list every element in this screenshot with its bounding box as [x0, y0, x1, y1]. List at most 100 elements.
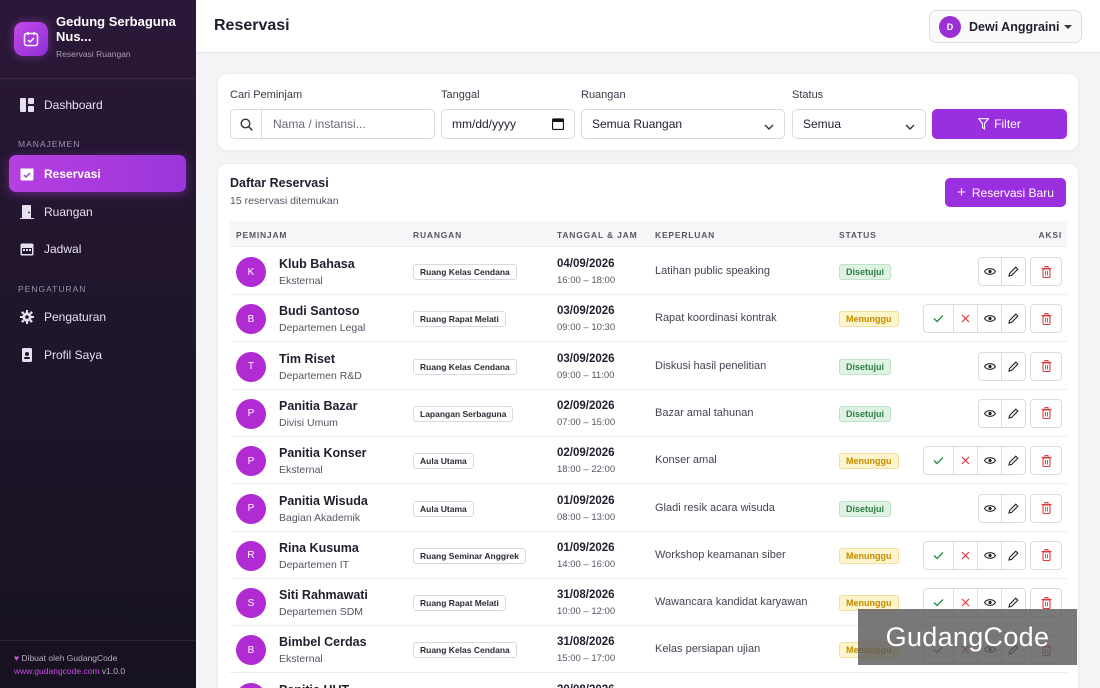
edit-pencil-icon[interactable]: [1002, 540, 1026, 570]
view-eye-icon[interactable]: [978, 304, 1002, 334]
delete-trash-icon[interactable]: [1030, 351, 1062, 381]
view-eye-icon[interactable]: [978, 398, 1002, 428]
avatar: P: [236, 682, 266, 688]
approve-icon[interactable]: [923, 540, 954, 570]
heart-icon: ♥: [14, 653, 20, 663]
sidebar-item-dashboard[interactable]: Dashboard: [9, 86, 186, 123]
table-row: T Tim Riset Departemen R&D Ruang Kelas Cend…: [230, 343, 1067, 390]
footer-link[interactable]: www.gudangcode.com: [14, 666, 100, 676]
reject-icon[interactable]: [954, 446, 978, 476]
reservation-date: 31/08/2026: [557, 589, 615, 602]
approve-icon[interactable]: [923, 446, 954, 476]
room-select[interactable]: Semua Ruangan: [581, 109, 785, 139]
approve-icon[interactable]: [923, 304, 954, 334]
date-input[interactable]: mm/dd/yyyy: [441, 109, 575, 139]
status-badge: Disetujui: [839, 500, 892, 517]
reservation-purpose: Kelas persiapan ujian: [655, 643, 761, 656]
reservation-date: 02/09/2026: [557, 399, 615, 412]
user-menu-button[interactable]: D Dewi Anggraini: [929, 10, 1082, 43]
footer-credit: Dibuat oleh GudangCode: [21, 653, 118, 663]
reservation-purpose: Workshop keamanan siber: [655, 548, 786, 561]
column-header-action: AKSI: [1038, 230, 1062, 240]
list-count: 15 reservasi ditemukan: [230, 195, 339, 207]
delete-trash-icon[interactable]: [1030, 257, 1062, 286]
table-row: B Budi Santoso Departemen Legal Ruang Rapat…: [230, 295, 1067, 343]
table-row: K Klub Bahasa Eksternal Ruang Kelas Cendana…: [230, 248, 1067, 295]
sidebar-item-label: Ruangan: [44, 204, 93, 219]
sidebar-item-profil[interactable]: Profil Saya: [9, 336, 186, 373]
edit-pencil-icon[interactable]: [1002, 257, 1026, 286]
table-row: P Panitia HUT 30/08/2026: [230, 674, 1067, 688]
avatar: R: [236, 540, 266, 571]
borrower-org: Departemen R&D: [279, 369, 362, 382]
sidebar-footer-divider: [0, 640, 196, 641]
borrower-org: Divisi Umum: [279, 416, 338, 429]
room-badge: Ruang Kelas Cendana: [413, 358, 517, 375]
view-eye-icon[interactable]: [978, 540, 1002, 570]
reservation-time: 14:00 – 16:00: [557, 558, 616, 570]
column-header-status: STATUS: [839, 230, 877, 240]
edit-pencil-icon[interactable]: [1002, 446, 1026, 476]
edit-pencil-icon[interactable]: [1002, 493, 1026, 523]
borrower-name: Siti Rahmawati: [279, 588, 368, 603]
edit-pencil-icon[interactable]: [1002, 351, 1026, 381]
status-badge: Disetujui: [839, 358, 892, 375]
filter-funnel-icon: [978, 118, 990, 130]
reject-icon[interactable]: [954, 304, 978, 334]
status-badge: Menunggu: [839, 453, 899, 470]
delete-trash-icon[interactable]: [1030, 493, 1062, 523]
date-label: Tanggal: [441, 89, 480, 101]
filter-button[interactable]: Filter: [932, 109, 1067, 139]
room-select-value: Semua Ruangan: [592, 117, 683, 131]
filter-card: Cari Peminjam Nama / instansi... Tanggal…: [217, 73, 1079, 151]
borrower-org: Departemen IT: [279, 558, 350, 571]
status-badge: Menunggu: [839, 547, 899, 564]
sidebar-item-reservasi[interactable]: Reservasi: [9, 155, 186, 192]
edit-pencil-icon[interactable]: [1002, 304, 1026, 334]
sidebar-item-pengaturan[interactable]: Pengaturan: [9, 298, 186, 335]
status-select[interactable]: Semua: [792, 109, 926, 139]
brand-subtitle: Reservasi Ruangan: [56, 49, 131, 59]
footer-version: v1.0.0: [101, 666, 126, 676]
avatar: P: [236, 446, 266, 477]
row-actions: [978, 493, 1062, 523]
avatar: T: [236, 351, 266, 382]
search-input[interactable]: Nama / instansi...: [230, 109, 435, 139]
borrower-org: Bagian Akademik: [279, 511, 361, 524]
delete-trash-icon[interactable]: [1030, 540, 1062, 570]
borrower-name: Budi Santoso: [279, 304, 360, 319]
calendar-icon[interactable]: [551, 118, 565, 133]
room-badge: Aula Utama: [413, 500, 474, 517]
delete-trash-icon[interactable]: [1030, 398, 1062, 428]
borrower-org: Eksternal: [279, 275, 323, 287]
calendar-icon: [19, 241, 34, 256]
avatar: P: [236, 493, 266, 524]
borrower-name: Panitia Konser: [279, 446, 367, 461]
column-header-borrower: PEMINJAM: [236, 230, 288, 240]
new-reservation-button[interactable]: + Reservasi Baru: [945, 178, 1066, 207]
view-eye-icon[interactable]: [978, 493, 1002, 523]
delete-trash-icon[interactable]: [1030, 446, 1062, 476]
search-placeholder: Nama / instansi...: [273, 117, 366, 131]
sidebar-item-jadwal[interactable]: Jadwal: [9, 230, 186, 267]
view-eye-icon[interactable]: [978, 446, 1002, 476]
reservation-time: 09:00 – 10:30: [557, 322, 616, 334]
delete-trash-icon[interactable]: [1030, 304, 1062, 334]
edit-pencil-icon[interactable]: [1002, 398, 1026, 428]
sidebar-item-label: Pengaturan: [44, 309, 107, 324]
room-badge: Ruang Rapat Melati: [413, 595, 506, 612]
reservation-date: 03/09/2026: [557, 305, 615, 318]
status-select-value: Semua: [803, 117, 842, 131]
chevron-down-icon: [905, 120, 915, 134]
id-badge-icon: [19, 347, 34, 362]
view-eye-icon[interactable]: [978, 257, 1002, 286]
reservation-purpose: Rapat koordinasi kontrak: [655, 312, 777, 325]
view-eye-icon[interactable]: [978, 351, 1002, 381]
door-icon: [19, 204, 34, 219]
reservation-purpose: Diskusi hasil penelitian: [655, 359, 767, 372]
row-actions: [923, 540, 1062, 570]
sidebar-item-ruangan[interactable]: Ruangan: [9, 193, 186, 230]
reject-icon[interactable]: [954, 540, 978, 570]
reservation-time: 09:00 – 11:00: [557, 369, 615, 381]
search-icon: [231, 110, 262, 138]
